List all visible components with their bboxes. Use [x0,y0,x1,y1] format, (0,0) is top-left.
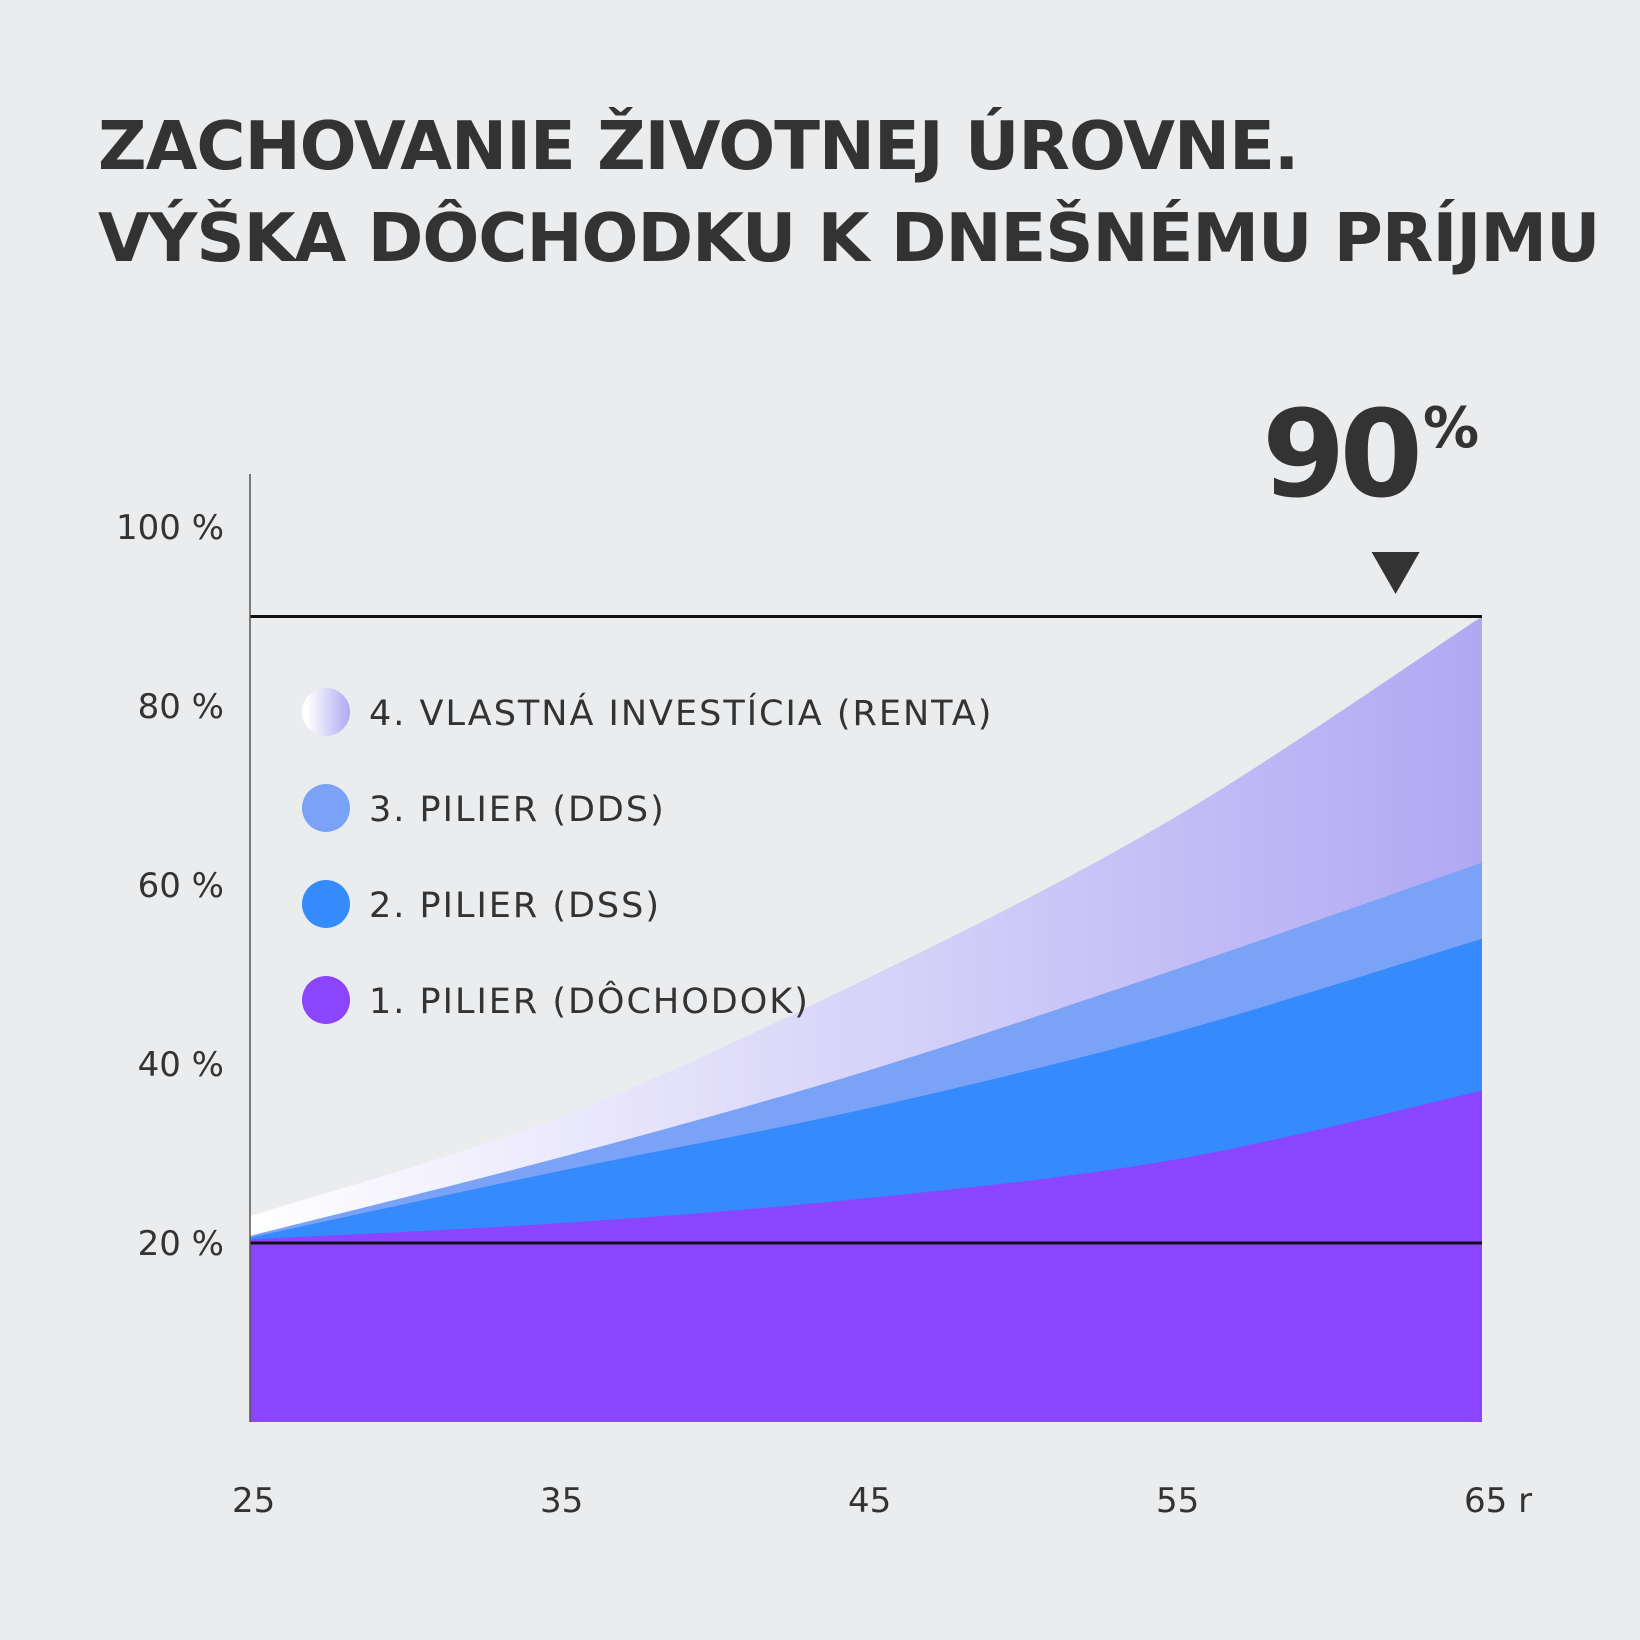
x-tick-label: 55 [1156,1481,1199,1521]
reference-lines [250,615,1482,1245]
x-tick-label: 35 [540,1481,583,1521]
y-tick-labels: 20 % 40 % 60 % 80 % 100 % [116,508,224,1264]
legend-swatch [302,880,350,928]
x-tick-label: 25 [232,1481,275,1521]
legend-swatch [302,688,350,736]
highlight-unit: % [1423,396,1480,461]
x-tick-label: 65 r [1464,1481,1532,1521]
highlight-number: 90 [1262,386,1423,525]
chart-title: ZACHOVANIE ŽIVOTNEJ ÚROVNE. VÝŠKA DÔCHOD… [98,100,1600,284]
highlight-value: 90% [1262,396,1479,516]
y-tick-label: 40 % [138,1045,224,1085]
y-tick-label: 60 % [138,866,224,906]
legend-swatch [302,976,350,1024]
highlight-marker [1371,552,1420,594]
x-tick-label: 45 [848,1481,891,1521]
legend-label: 3. PILIER (DDS) [369,790,666,830]
area-series-1 [250,1090,1482,1422]
y-tick-label: 100 % [116,508,224,548]
chart-title-line2: VÝŠKA DÔCHODKU K DNEŠNÉMU PRÍJMU [98,199,1600,277]
legend: 4. VLASTNÁ INVESTÍCIA (RENTA) 3. PILIER (… [302,688,993,1024]
legend-label: 4. VLASTNÁ INVESTÍCIA (RENTA) [369,692,993,734]
legend-swatch [302,784,350,832]
legend-label: 1. PILIER (DÔCHODOK) [369,980,810,1022]
x-tick-labels: 25 35 45 55 65 r [232,1481,1532,1521]
area-layer [250,616,1482,1422]
chart-title-line1: ZACHOVANIE ŽIVOTNEJ ÚROVNE. [98,107,1299,185]
legend-label: 2. PILIER (DSS) [369,886,661,926]
y-tick-label: 80 % [138,687,224,727]
y-tick-label: 20 % [138,1224,224,1264]
